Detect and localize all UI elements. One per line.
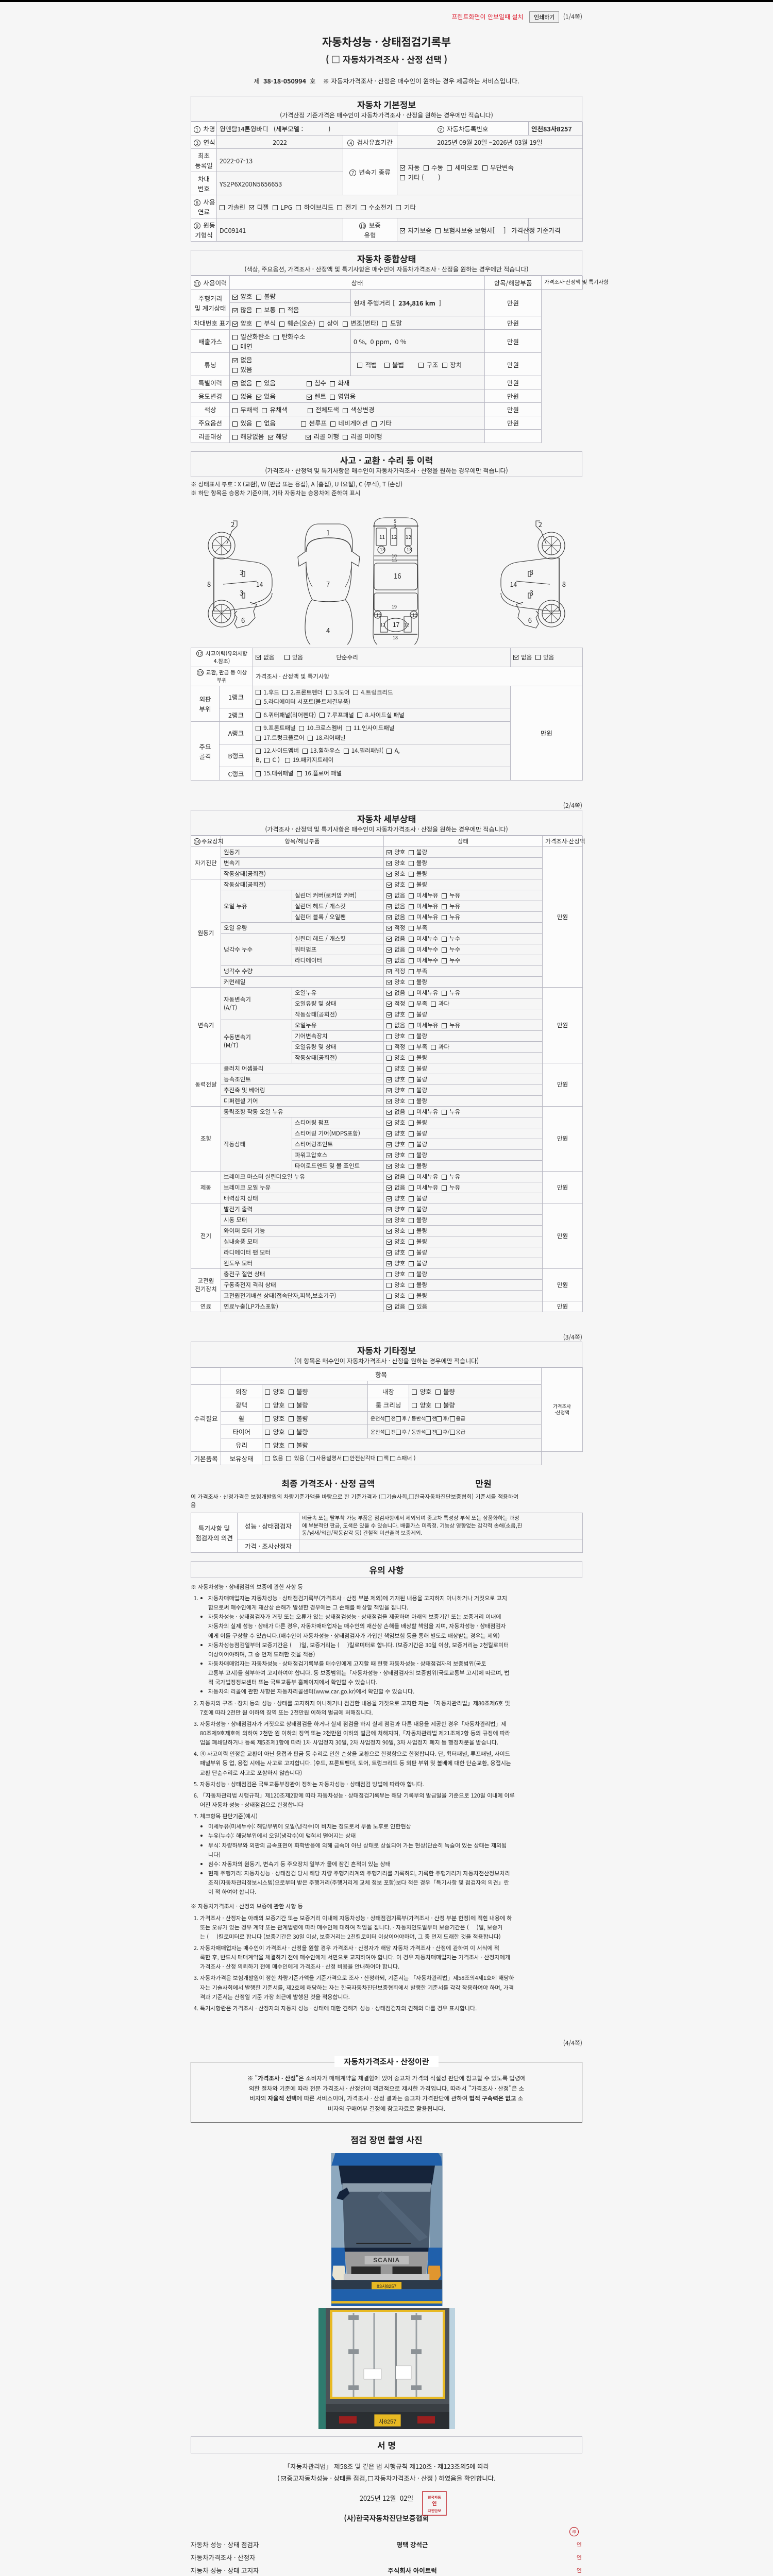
svg-text:16: 16: [394, 571, 401, 581]
svg-text:83사8257: 83사8257: [376, 2284, 396, 2289]
svg-text:인: 인: [432, 2499, 436, 2507]
svg-text:9: 9: [394, 522, 396, 529]
svg-text:13: 13: [380, 546, 385, 553]
svg-text:18: 18: [393, 634, 398, 641]
svg-text:1: 1: [326, 528, 330, 537]
svg-text:3: 3: [530, 567, 533, 577]
svg-text:SCANIA: SCANIA: [373, 2257, 400, 2264]
svg-text:13: 13: [412, 612, 417, 618]
svg-text:2: 2: [539, 519, 542, 529]
svg-text:8: 8: [562, 579, 566, 589]
svg-text:사8257: 사8257: [378, 2418, 396, 2425]
svg-text:11: 11: [379, 533, 385, 540]
svg-text:印: 印: [573, 2530, 576, 2535]
svg-text:15: 15: [392, 557, 397, 564]
svg-text:19: 19: [392, 603, 397, 610]
svg-text:3: 3: [530, 588, 533, 598]
svg-text:7: 7: [326, 579, 330, 589]
svg-text:17: 17: [393, 620, 400, 629]
svg-text:12: 12: [404, 621, 409, 628]
svg-text:13: 13: [376, 612, 381, 618]
svg-text:12: 12: [380, 621, 385, 628]
svg-text:12: 12: [391, 533, 397, 540]
svg-text:12: 12: [406, 533, 412, 540]
svg-text:14: 14: [510, 580, 517, 589]
svg-text:4: 4: [326, 625, 330, 635]
svg-text:13: 13: [407, 546, 412, 553]
svg-text:차진단보: 차진단보: [428, 2509, 441, 2514]
svg-text:6: 6: [528, 615, 532, 625]
